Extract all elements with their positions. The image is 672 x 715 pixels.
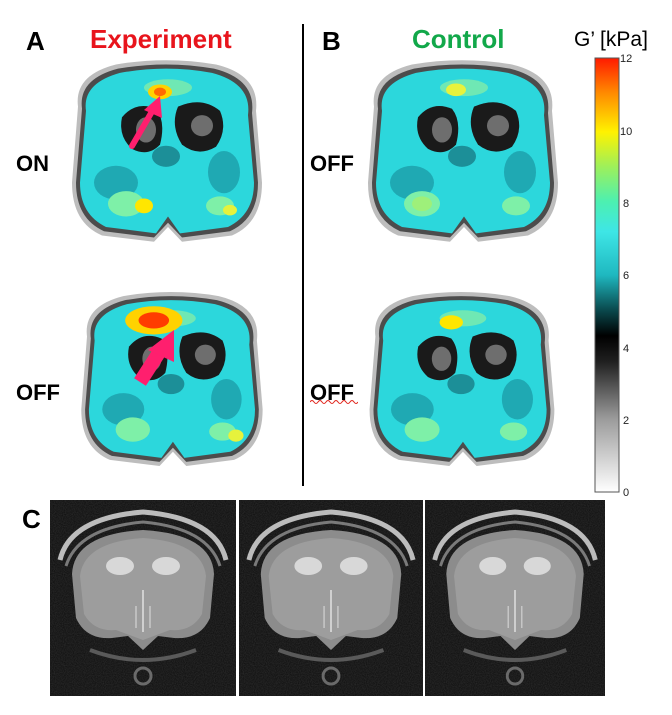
experiment-on-map xyxy=(56,56,276,246)
spellcheck-underline xyxy=(310,400,358,404)
colorbar-tick: 4 xyxy=(623,343,630,355)
experiment-title: Experiment xyxy=(90,24,232,54)
control-bottom-map xyxy=(354,288,568,470)
colorbar-tick: 2 xyxy=(623,415,630,427)
mri-image-3 xyxy=(425,500,605,696)
experiment-off-map xyxy=(66,288,276,470)
colorbar-tick: 6 xyxy=(623,270,630,282)
colorbar-tick: 0 xyxy=(623,487,630,499)
mri-image-1 xyxy=(50,500,236,696)
panel-c-letter: C xyxy=(22,504,41,534)
colorbar-title: G’ [kPa] xyxy=(574,28,648,51)
control-title: Control xyxy=(412,24,505,54)
panel-b-letter: B xyxy=(322,26,341,56)
control-top-condition: OFF xyxy=(310,151,354,176)
experiment-on-arrow-icon xyxy=(129,96,162,149)
control-bottom-condition: OFF xyxy=(310,380,354,405)
colorbar-tick: 12 xyxy=(620,53,633,65)
colorbar-tick: 10 xyxy=(620,126,633,138)
mri-image-2 xyxy=(239,500,423,696)
colorbar-tick: 8 xyxy=(623,198,630,210)
colorbar xyxy=(594,57,620,493)
experiment-off-arrow-icon xyxy=(134,330,174,386)
control-top-map xyxy=(352,56,572,246)
experiment-top-condition: ON xyxy=(16,151,49,176)
panel-divider xyxy=(302,24,304,486)
panel-a-letter: A xyxy=(26,26,45,56)
experiment-bottom-condition: OFF xyxy=(16,380,60,405)
